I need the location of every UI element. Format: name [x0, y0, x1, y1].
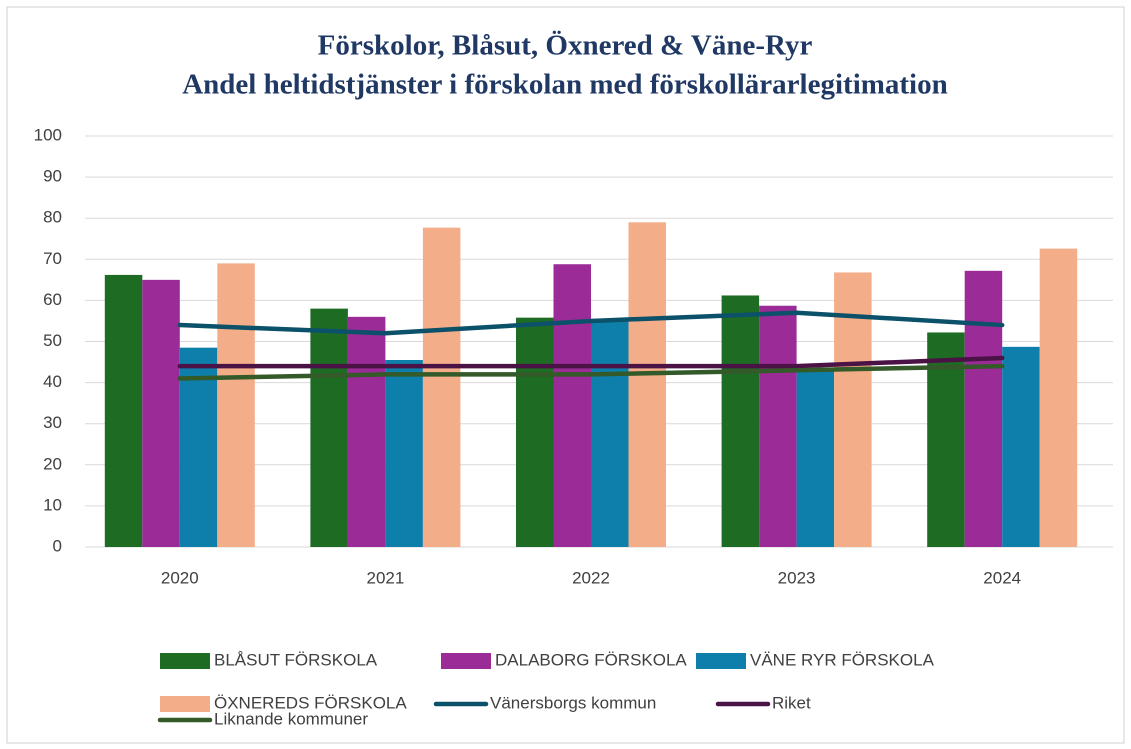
legend-label: ÖXNEREDS FÖRSKOLA [214, 693, 407, 712]
chart-title: Förskolor, Blåsut, Öxnered & Väne-Ryr [318, 30, 813, 62]
legend-swatch [160, 696, 210, 712]
bar [422, 227, 461, 547]
bar [927, 332, 965, 547]
bar [310, 308, 348, 547]
legend-label: DALABORG FÖRSKOLA [495, 650, 687, 669]
y-tick-label: 10 [43, 495, 62, 514]
bar [179, 347, 218, 547]
chart-subtitle: Andel heltidstjänster i förskolan med fö… [182, 69, 948, 101]
line-series [177, 310, 1005, 336]
y-tick-label: 60 [43, 290, 62, 309]
y-tick-label: 0 [53, 536, 62, 555]
y-tick-label: 40 [43, 372, 62, 391]
x-tick-label: 2022 [572, 568, 610, 587]
x-tick-label: 2020 [161, 568, 199, 587]
legend-swatch [696, 653, 746, 669]
legend-label: Riket [772, 693, 811, 712]
bar [1039, 248, 1078, 547]
bar [516, 317, 554, 547]
bar [721, 295, 760, 547]
x-tick-label: 2021 [366, 568, 404, 587]
legend-label: Liknande kommuner [214, 709, 368, 728]
bar [104, 274, 143, 547]
bar [759, 305, 797, 547]
y-tick-label: 50 [43, 331, 62, 350]
bar [217, 263, 255, 547]
x-tick-label: 2024 [983, 568, 1021, 587]
legend-swatch [160, 653, 210, 669]
legend-label: BLÅSUT FÖRSKOLA [214, 650, 378, 669]
bar [796, 370, 835, 547]
y-tick-label: 80 [43, 208, 62, 227]
bar [347, 316, 386, 547]
y-tick-label: 20 [43, 454, 62, 473]
line-series [177, 355, 1005, 369]
y-tick-label: 70 [43, 249, 62, 268]
bar [385, 359, 423, 547]
bar [1002, 346, 1040, 547]
bar [553, 264, 591, 547]
bar [591, 318, 629, 547]
bar [142, 279, 180, 547]
x-tick-label: 2023 [778, 568, 816, 587]
legend-label: VÄNE RYR FÖRSKOLA [750, 650, 935, 669]
bar [964, 270, 1003, 547]
y-tick-label: 30 [43, 413, 62, 432]
bar [628, 222, 666, 547]
y-tick-label: 90 [43, 167, 62, 186]
y-tick-label: 100 [34, 125, 62, 144]
legend-swatch [441, 653, 491, 669]
legend-label: Vänersborgs kommun [490, 693, 656, 712]
line-series [177, 363, 1005, 381]
